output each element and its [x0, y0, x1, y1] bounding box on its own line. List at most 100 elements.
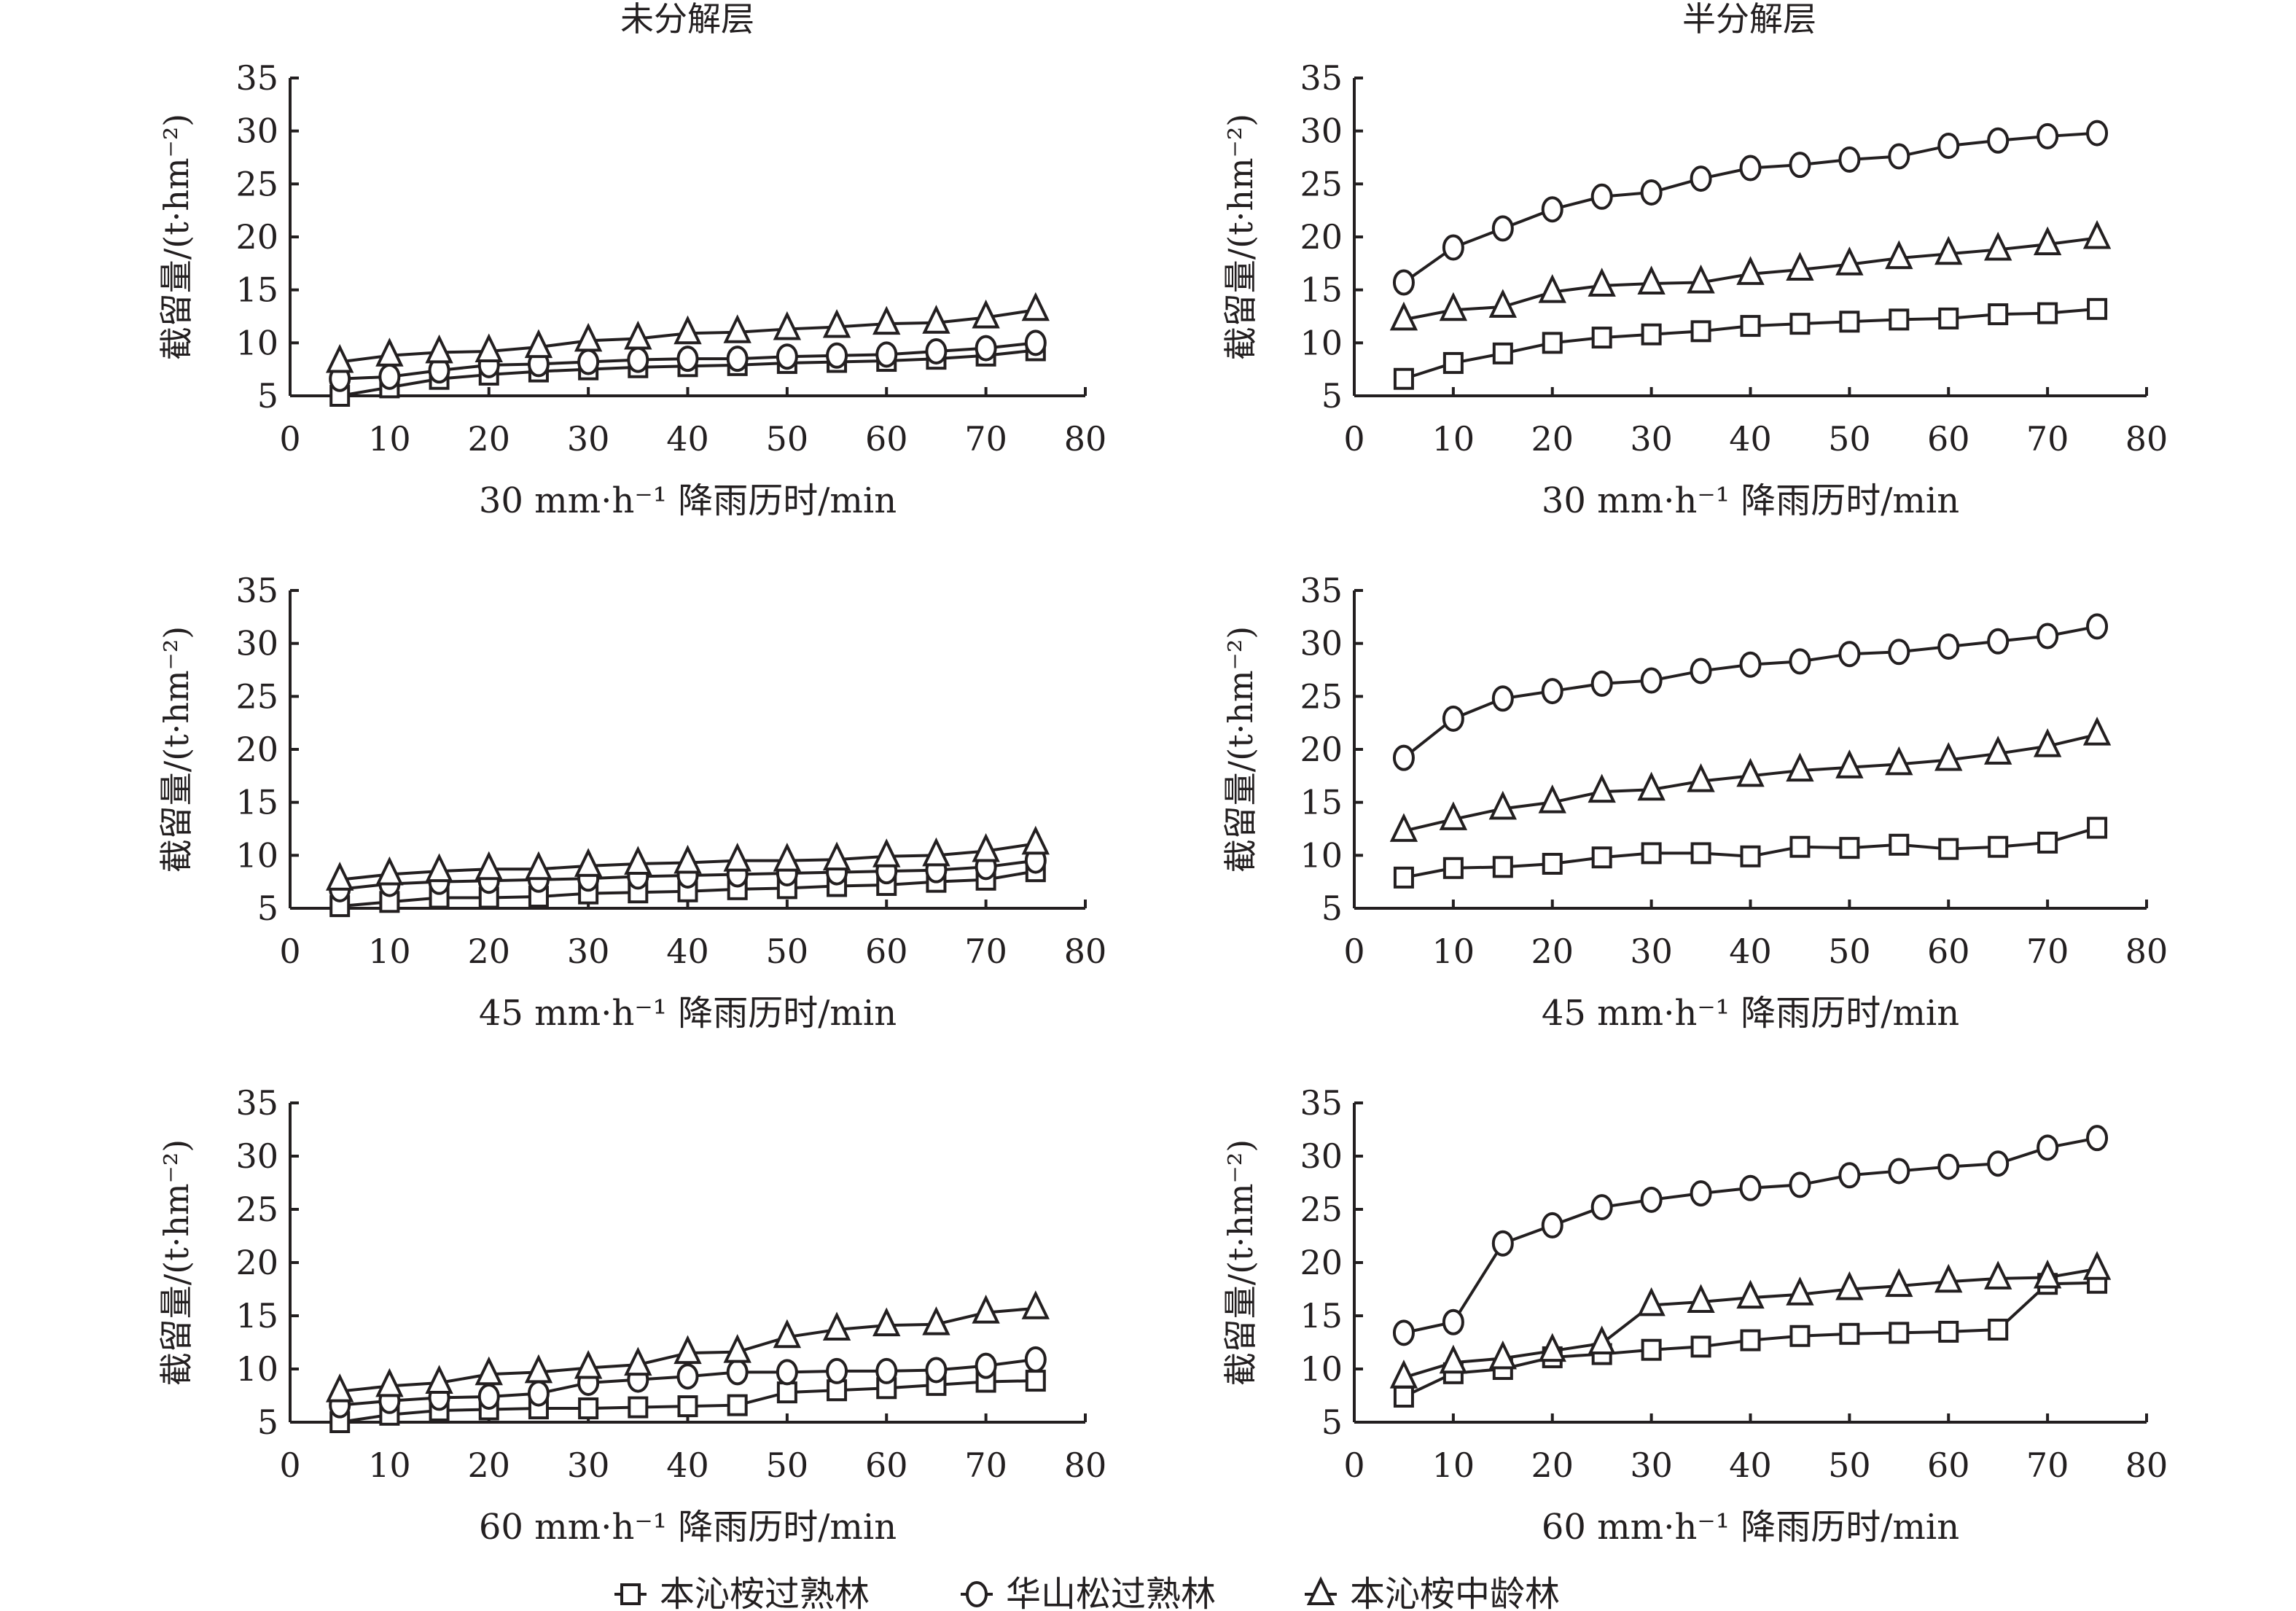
y-tick-label: 5	[1321, 376, 1343, 416]
y-tick-label: 35	[1300, 571, 1343, 610]
data-point-circle	[1838, 1162, 1861, 1189]
x-tick-label: 80	[2125, 932, 2168, 971]
circle-marker-icon	[966, 1581, 988, 1607]
x-tick-label: 50	[1828, 932, 1871, 971]
x-tick-label: 30	[567, 1446, 610, 1485]
y-tick-label: 30	[235, 112, 278, 151]
data-point-square	[1938, 1320, 1959, 1343]
x-tick-label: 50	[766, 1446, 809, 1485]
data-point-triangle	[1885, 240, 1913, 270]
x-tick-label: 30	[1630, 932, 1673, 971]
column-title-left: 未分解层	[620, 0, 754, 39]
data-point-triangle	[375, 338, 404, 367]
data-point-triangle	[1736, 256, 1765, 285]
data-point-triangle	[475, 333, 503, 362]
data-point-square	[1641, 323, 1662, 346]
legend-item-square: 本沁桉过熟林	[614, 1574, 870, 1611]
data-point-triangle	[1687, 1284, 1715, 1314]
data-point-triangle	[972, 832, 1000, 862]
x-tick-label: 40	[666, 419, 709, 459]
y-tick-label: 15	[1300, 1296, 1343, 1335]
x-tick-label: 50	[1828, 419, 1871, 459]
data-point-triangle	[872, 305, 901, 335]
y-axis-label: 截留量/(t·hm⁻²)	[157, 114, 196, 360]
chart-panel-5: 5 10 15 20 25 30 35 0 10 20 30 40 50 60 70 80 60 mm·h⁻¹ …	[1221, 1083, 2168, 1548]
data-point-circle	[1789, 152, 1811, 179]
data-point-circle	[975, 335, 997, 362]
x-tick-label: 30	[567, 419, 610, 459]
data-point-triangle	[425, 334, 453, 364]
data-point-circle	[1987, 628, 2010, 655]
data-point-triangle	[1687, 763, 1715, 792]
data-point-triangle	[624, 846, 652, 875]
data-point-circle	[826, 342, 848, 369]
data-point-circle	[875, 1357, 898, 1384]
data-point-triangle	[822, 841, 851, 871]
data-point-square	[1393, 866, 1414, 889]
data-point-circle	[1442, 1308, 1464, 1335]
x-tick-label: 40	[1729, 419, 1772, 459]
data-point-circle	[776, 1359, 798, 1386]
data-point-circle	[1888, 143, 1910, 170]
data-point-square	[1492, 342, 1513, 364]
data-point-circle	[1392, 269, 1415, 296]
data-point-triangle	[1389, 301, 1418, 331]
data-point-triangle	[1439, 1344, 1468, 1374]
data-point-triangle	[1588, 1325, 1616, 1354]
data-point-circle	[1690, 165, 1712, 192]
data-point-square	[2087, 297, 2108, 320]
data-point-square	[1492, 856, 1513, 878]
legend: 本沁桉过熟林 华山松过熟林 本沁桉中龄林	[614, 1574, 1560, 1611]
chart-panel-3: 5 10 15 20 25 30 35 0 10 20 30 40 50 60 70 80 45 mm·h⁻¹ …	[1221, 571, 2168, 1034]
data-point-triangle	[1885, 1268, 1913, 1298]
data-point-square	[1740, 315, 1761, 338]
data-point-square	[1641, 1338, 1662, 1361]
y-tick-label: 35	[235, 571, 278, 610]
data-point-triangle	[1786, 1276, 1814, 1306]
x-axis-label: 45 mm·h⁻¹ 降雨历时/min	[479, 993, 897, 1034]
data-point-circle	[1838, 146, 1861, 173]
data-point-circle	[1937, 633, 1960, 660]
data-point-square	[1690, 842, 1711, 865]
data-point-square	[1938, 307, 1959, 329]
data-point-triangle	[1934, 741, 1963, 771]
data-point-triangle	[773, 1319, 802, 1349]
data-point-circle	[1888, 639, 1910, 666]
data-point-circle	[2037, 1134, 2059, 1161]
data-point-triangle	[1637, 1287, 1666, 1317]
x-tick-label: 60	[1927, 419, 1970, 459]
data-point-triangle	[723, 1334, 751, 1363]
data-point-circle	[1789, 648, 1811, 675]
data-point-triangle	[1488, 790, 1518, 820]
data-point-square	[1988, 835, 2009, 858]
data-point-circle	[1640, 179, 1663, 206]
x-tick-label: 20	[467, 932, 510, 971]
data-point-triangle	[1488, 289, 1518, 318]
data-point-square	[1789, 835, 1811, 858]
data-point-triangle	[1588, 773, 1616, 803]
data-point-square	[1393, 1385, 1414, 1408]
data-point-circle	[2086, 1125, 2109, 1152]
data-point-triangle	[1439, 292, 1468, 321]
y-axis-label: 截留量/(t·hm⁻²)	[1221, 114, 1260, 360]
legend-label: 本沁桉过熟林	[660, 1574, 870, 1611]
x-tick-label: 40	[666, 1446, 709, 1485]
data-point-triangle	[1389, 813, 1418, 842]
y-tick-label: 5	[1321, 1403, 1343, 1442]
data-point-circle	[875, 341, 898, 368]
x-tick-label: 30	[1630, 1446, 1673, 1485]
data-point-circle	[1541, 196, 1563, 223]
y-axis-label: 截留量/(t·hm⁻²)	[1221, 626, 1260, 873]
y-tick-label: 15	[235, 1296, 278, 1335]
data-point-square	[628, 1396, 649, 1419]
data-point-triangle	[624, 1346, 652, 1376]
data-point-circle	[1590, 670, 1613, 697]
y-tick-label: 20	[1300, 1243, 1343, 1282]
data-point-circle	[1690, 1180, 1712, 1207]
data-point-triangle	[1983, 736, 2012, 765]
data-point-circle	[676, 1363, 699, 1390]
data-point-triangle	[1637, 265, 1666, 294]
y-tick-label: 20	[235, 1243, 278, 1282]
data-point-circle	[2037, 623, 2059, 650]
x-tick-label: 60	[1927, 932, 1970, 971]
